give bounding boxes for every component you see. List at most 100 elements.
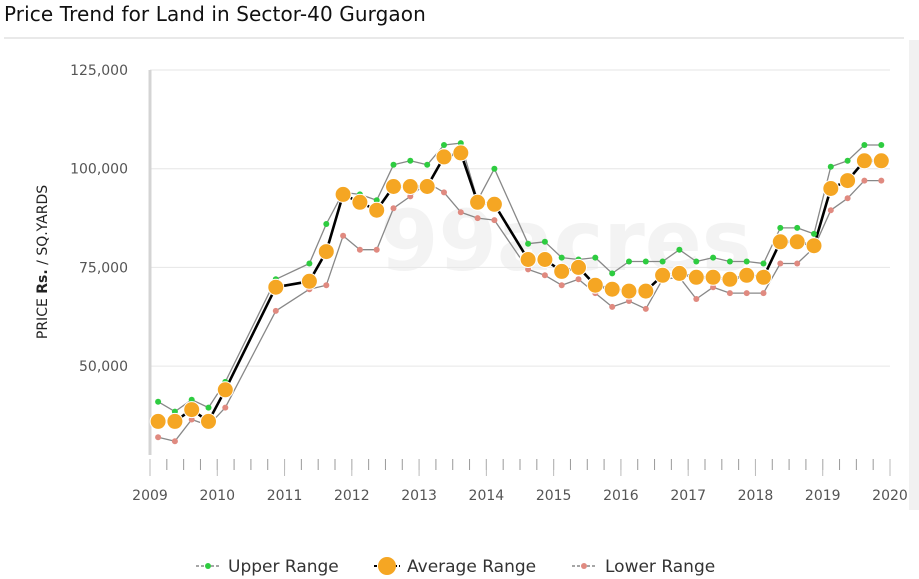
data-point-average[interactable]	[452, 144, 470, 162]
data-point-upper[interactable]	[323, 221, 330, 227]
data-point-lower[interactable]	[474, 215, 481, 222]
data-point-upper[interactable]	[525, 240, 532, 247]
data-point-average[interactable]	[704, 268, 722, 286]
data-point-lower[interactable]	[441, 189, 447, 196]
data-point-upper[interactable]	[609, 270, 616, 277]
data-point-lower[interactable]	[323, 282, 330, 289]
data-point-average[interactable]	[872, 152, 890, 170]
data-point-lower[interactable]	[642, 305, 649, 312]
data-point-average[interactable]	[637, 282, 655, 300]
data-point-upper[interactable]	[659, 258, 666, 265]
data-point-average[interactable]	[200, 412, 217, 430]
data-point-lower[interactable]	[155, 434, 162, 441]
data-point-average[interactable]	[267, 278, 285, 296]
data-point-average[interactable]	[385, 178, 402, 195]
data-point-average[interactable]	[603, 280, 621, 298]
data-point-lower[interactable]	[390, 205, 397, 212]
data-point-upper[interactable]	[811, 230, 817, 237]
data-point-average[interactable]	[469, 193, 487, 211]
data-point-upper[interactable]	[693, 258, 700, 265]
data-point-upper[interactable]	[743, 258, 750, 265]
data-point-average[interactable]	[166, 412, 184, 430]
data-point-lower[interactable]	[878, 177, 885, 184]
data-point-average[interactable]	[788, 233, 806, 251]
data-point-average[interactable]	[401, 178, 419, 195]
data-point-upper[interactable]	[760, 260, 767, 267]
data-point-average[interactable]	[822, 180, 840, 197]
data-point-upper[interactable]	[306, 260, 313, 267]
data-point-lower[interactable]	[525, 266, 532, 273]
data-point-lower[interactable]	[609, 303, 616, 310]
legend-item-average[interactable]: Average Range	[374, 557, 536, 577]
data-point-lower[interactable]	[340, 232, 347, 239]
data-point-average[interactable]	[317, 243, 335, 261]
data-point-lower[interactable]	[407, 193, 414, 200]
data-point-upper[interactable]	[390, 161, 397, 168]
data-point-lower[interactable]	[861, 177, 868, 184]
data-point-average[interactable]	[334, 185, 352, 203]
data-point-upper[interactable]	[541, 238, 548, 245]
data-point-upper[interactable]	[407, 157, 414, 164]
data-point-upper[interactable]	[794, 224, 801, 231]
data-point-upper[interactable]	[626, 258, 632, 265]
data-point-upper[interactable]	[491, 165, 498, 172]
data-point-average[interactable]	[654, 266, 672, 284]
data-point-lower[interactable]	[777, 260, 784, 267]
data-point-upper[interactable]	[592, 254, 599, 261]
data-point-lower[interactable]	[272, 307, 279, 314]
data-point-average[interactable]	[855, 152, 873, 170]
data-point-average[interactable]	[687, 268, 705, 286]
data-point-average[interactable]	[805, 237, 823, 255]
data-point-upper[interactable]	[373, 197, 380, 204]
data-point-average[interactable]	[738, 266, 756, 284]
data-point-lower[interactable]	[693, 296, 700, 302]
data-point-average[interactable]	[216, 381, 234, 399]
data-point-average[interactable]	[553, 262, 571, 280]
data-point-lower[interactable]	[491, 217, 498, 224]
data-point-lower[interactable]	[710, 284, 717, 291]
data-point-lower[interactable]	[726, 290, 733, 297]
data-point-average[interactable]	[435, 148, 453, 166]
data-point-upper[interactable]	[441, 142, 447, 148]
data-point-lower[interactable]	[575, 276, 582, 283]
data-point-upper[interactable]	[844, 157, 851, 164]
data-point-lower[interactable]	[373, 246, 380, 253]
data-point-lower[interactable]	[222, 404, 229, 411]
data-point-average[interactable]	[755, 268, 772, 286]
data-point-lower[interactable]	[356, 246, 363, 253]
data-point-upper[interactable]	[558, 254, 565, 261]
data-point-lower[interactable]	[760, 290, 767, 297]
data-point-average[interactable]	[418, 178, 436, 195]
data-point-upper[interactable]	[777, 224, 784, 231]
data-point-lower[interactable]	[794, 260, 801, 267]
data-point-average[interactable]	[721, 270, 739, 288]
data-point-average[interactable]	[149, 412, 167, 430]
data-point-upper[interactable]	[205, 404, 212, 411]
data-point-upper[interactable]	[827, 163, 834, 170]
data-point-lower[interactable]	[626, 298, 632, 304]
legend-item-lower[interactable]: Lower Range	[572, 557, 715, 577]
data-point-upper[interactable]	[861, 142, 868, 148]
data-point-average[interactable]	[536, 251, 554, 268]
data-point-average[interactable]	[351, 193, 369, 211]
data-point-upper[interactable]	[878, 142, 885, 148]
data-point-average[interactable]	[670, 264, 688, 282]
data-point-average[interactable]	[620, 282, 638, 300]
data-point-lower[interactable]	[743, 290, 750, 297]
data-point-upper[interactable]	[726, 258, 733, 265]
data-point-upper[interactable]	[676, 246, 683, 253]
data-point-lower[interactable]	[541, 272, 548, 279]
data-point-lower[interactable]	[827, 207, 834, 214]
data-point-average[interactable]	[839, 172, 857, 190]
data-point-average[interactable]	[368, 201, 386, 219]
data-point-average[interactable]	[771, 233, 789, 251]
data-point-upper[interactable]	[710, 254, 717, 261]
data-point-average[interactable]	[586, 276, 604, 294]
data-point-average[interactable]	[570, 258, 587, 276]
data-point-lower[interactable]	[171, 438, 178, 445]
data-point-lower[interactable]	[457, 209, 464, 216]
legend-item-upper[interactable]: Upper Range	[196, 557, 339, 577]
data-point-upper[interactable]	[642, 258, 649, 265]
data-point-average[interactable]	[485, 195, 503, 213]
data-point-upper[interactable]	[424, 161, 431, 168]
